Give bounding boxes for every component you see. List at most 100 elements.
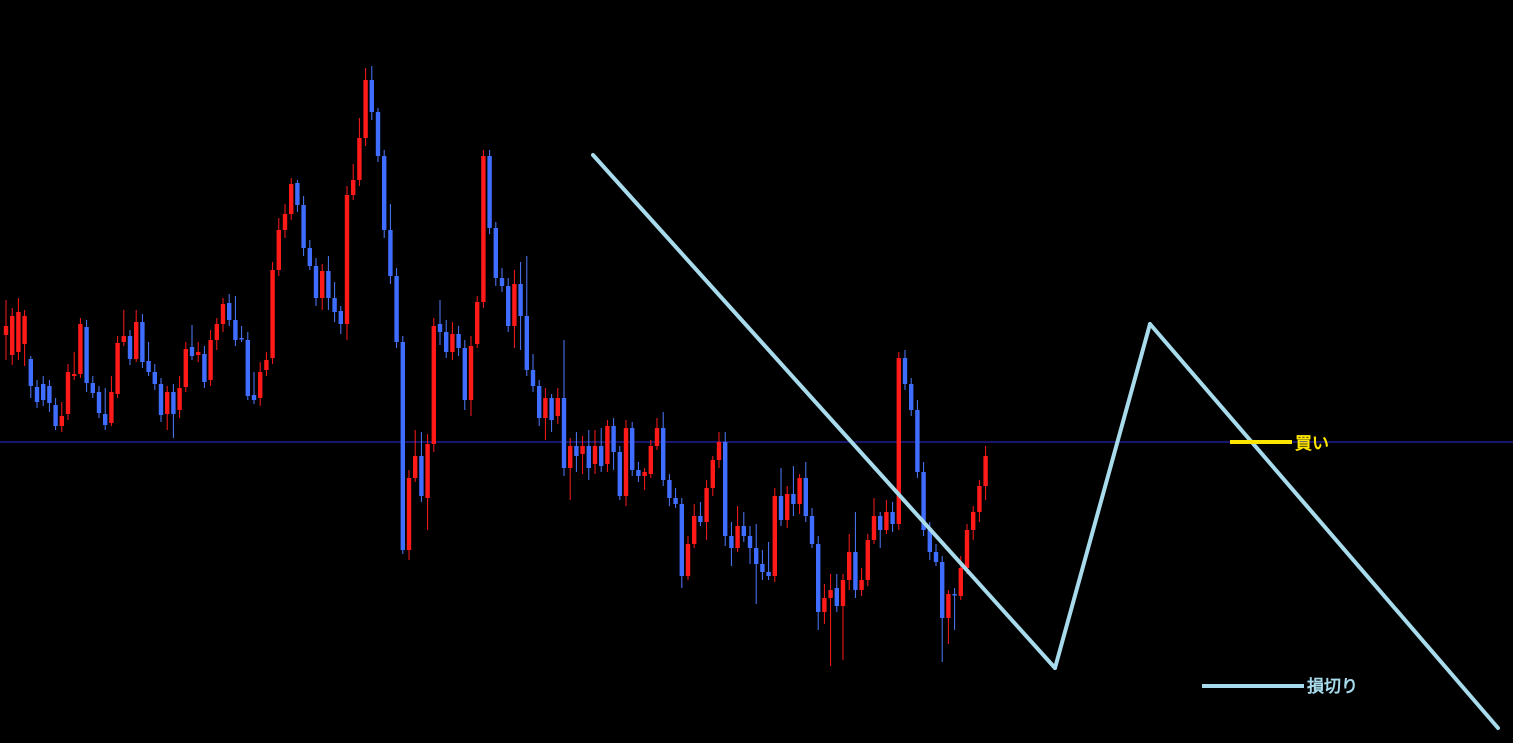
candle: [413, 430, 418, 482]
candle: [574, 432, 579, 472]
candle-body: [289, 184, 294, 214]
candle-body: [710, 460, 715, 488]
candle: [59, 402, 64, 432]
candle: [971, 506, 976, 540]
candle: [276, 218, 281, 276]
candle: [450, 322, 455, 360]
candle: [506, 278, 511, 332]
candle: [896, 352, 901, 530]
candle: [127, 330, 133, 365]
candle-body: [276, 230, 281, 270]
candle-body: [227, 303, 232, 320]
candle-body: [977, 486, 982, 512]
candle-body: [363, 80, 368, 138]
candle-body: [165, 392, 170, 414]
candle-body: [450, 334, 455, 352]
candle: [983, 446, 988, 500]
candle: [96, 386, 102, 418]
candle: [84, 320, 89, 392]
candle-body: [890, 512, 895, 524]
candle-body: [326, 271, 331, 298]
candle-body: [375, 112, 381, 156]
candle: [419, 432, 424, 502]
candle: [158, 378, 164, 422]
candle: [865, 534, 870, 586]
candle: [189, 325, 195, 360]
candle: [65, 364, 71, 420]
candle-body: [239, 338, 244, 340]
candle: [289, 178, 294, 220]
candle: [481, 150, 486, 308]
candle-body: [369, 80, 374, 112]
candle-body: [152, 372, 157, 384]
candle-body: [127, 336, 133, 359]
candle-body: [115, 343, 120, 394]
candle-body: [673, 498, 678, 504]
candle-body: [933, 552, 939, 562]
candle-body: [654, 428, 660, 446]
candle: [313, 258, 319, 306]
candle: [884, 500, 889, 534]
candle-body: [313, 266, 319, 298]
candle: [320, 264, 325, 310]
candle: [890, 502, 895, 532]
candle-body: [865, 540, 870, 580]
candle: [512, 270, 517, 348]
candle: [270, 262, 275, 364]
candle-body: [251, 395, 257, 400]
candle: [177, 376, 182, 418]
candle-body: [580, 446, 585, 454]
candle: [828, 574, 833, 666]
candle: [605, 420, 610, 472]
candle: [245, 332, 250, 400]
candle-body: [754, 548, 759, 564]
candle-body: [760, 564, 765, 572]
candle: [698, 502, 703, 526]
candle-body: [158, 384, 164, 415]
candle-body: [617, 452, 622, 496]
candle-body: [171, 392, 176, 414]
candle-body: [121, 336, 126, 342]
candle-body: [28, 359, 33, 386]
candle-body: [34, 387, 40, 402]
candle: [685, 536, 691, 580]
candle-body: [543, 398, 548, 418]
candle: [47, 380, 52, 412]
candle: [710, 456, 715, 496]
candle: [406, 470, 412, 560]
candle: [394, 268, 399, 348]
candle: [648, 440, 653, 478]
candle: [530, 354, 536, 392]
candle-body: [636, 470, 641, 476]
candle: [282, 204, 288, 238]
candle: [729, 522, 734, 566]
candle: [382, 150, 387, 238]
candle-body: [822, 598, 827, 612]
candle-body: [586, 446, 591, 468]
candle-body: [847, 552, 852, 580]
candle: [357, 118, 362, 186]
candle: [456, 326, 461, 356]
candle-body: [785, 494, 790, 520]
candle-body: [568, 446, 573, 468]
stop-loss-label: 損切り: [1307, 676, 1358, 697]
candle-body: [90, 383, 95, 393]
candle-body: [59, 416, 64, 426]
candle-body: [41, 384, 46, 400]
candle: [840, 574, 846, 660]
candle-body: [518, 284, 523, 316]
candle-body: [927, 530, 932, 552]
candle: [723, 432, 728, 546]
candle: [977, 480, 982, 522]
candle-body: [220, 304, 226, 324]
candle: [518, 262, 523, 350]
candle: [772, 488, 777, 582]
candle: [859, 568, 864, 596]
candle-body: [698, 516, 703, 522]
candle: [431, 318, 436, 452]
candle: [16, 298, 21, 360]
candle-body: [871, 516, 877, 540]
candle: [704, 480, 709, 540]
candle-body: [506, 286, 511, 326]
